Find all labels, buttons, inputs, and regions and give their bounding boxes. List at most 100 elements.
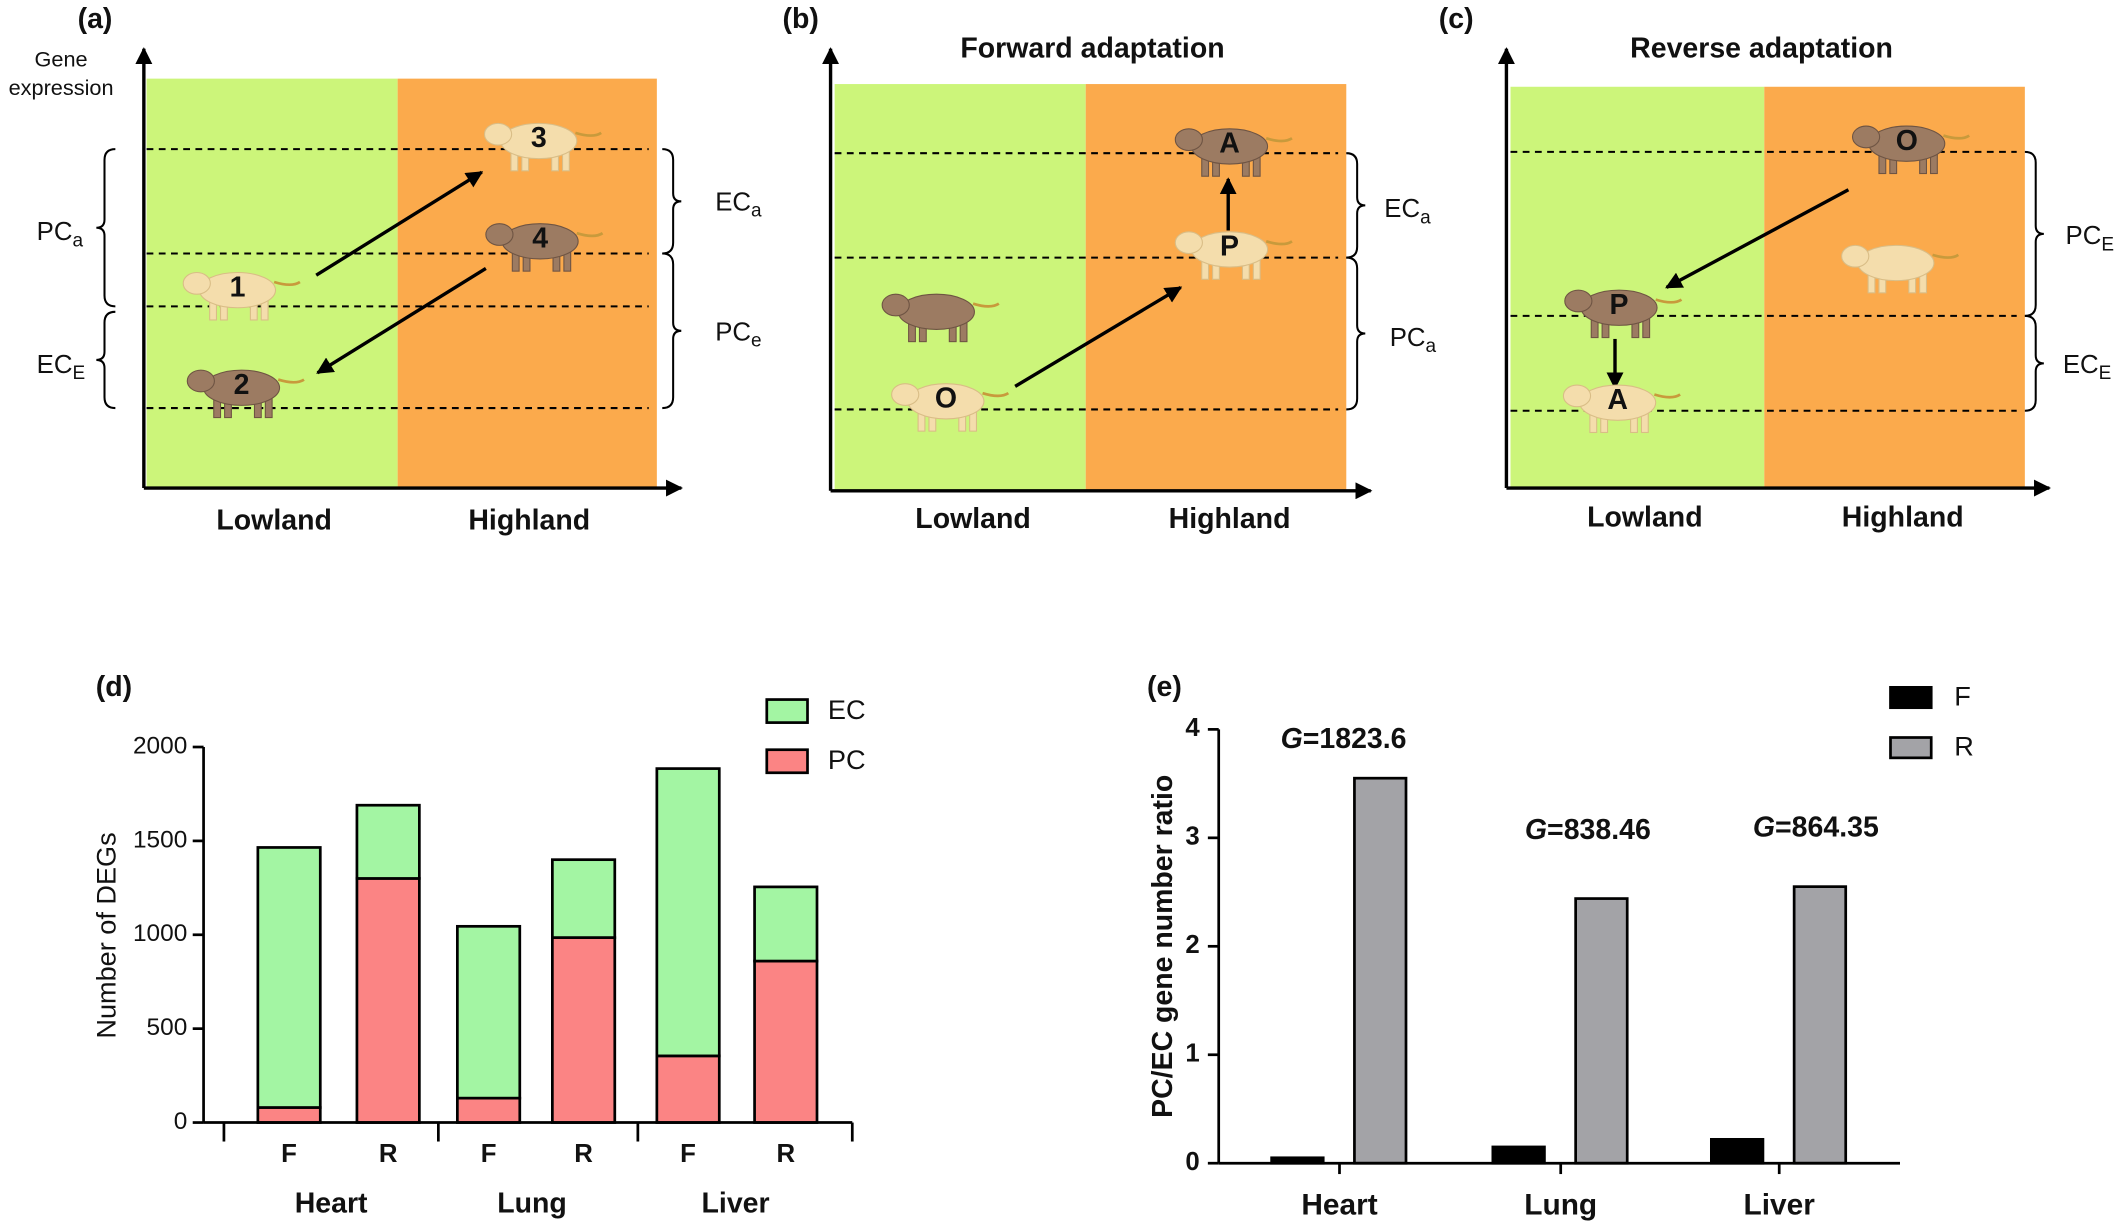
y-tick-label: 1 bbox=[1185, 1040, 1199, 1068]
x-label: Highland bbox=[1169, 503, 1291, 535]
cow-label: P bbox=[1610, 289, 1629, 321]
y-tick-label: 4 bbox=[1185, 714, 1200, 742]
panel-label: (b) bbox=[783, 3, 819, 35]
bracket-sub: E bbox=[2101, 234, 2114, 255]
cow-label: O bbox=[1896, 125, 1918, 157]
legend-label: PC bbox=[828, 744, 866, 775]
bracket-label: ECa bbox=[715, 188, 762, 221]
cow bbox=[1841, 244, 1960, 294]
annotation: G=1823.6 bbox=[1281, 723, 1407, 755]
group-label: Lung bbox=[497, 1188, 567, 1220]
bar bbox=[1574, 897, 1629, 1165]
cow-head bbox=[485, 223, 514, 246]
x-tick-label: F bbox=[281, 1140, 297, 1168]
cow-body bbox=[1857, 244, 1935, 282]
legend-swatch bbox=[1889, 736, 1933, 760]
brace bbox=[662, 148, 682, 255]
cow bbox=[186, 369, 305, 419]
cow-label: 2 bbox=[234, 369, 250, 401]
arrow bbox=[316, 266, 487, 375]
cow-tail bbox=[576, 231, 604, 238]
bracket-sub: a bbox=[1420, 207, 1431, 228]
cow-head bbox=[1841, 244, 1870, 268]
bar-segment bbox=[456, 924, 522, 1100]
y-axis-title: Number of DEGs bbox=[91, 832, 122, 1038]
cow-head bbox=[881, 293, 910, 317]
cow-label: P bbox=[1220, 231, 1239, 263]
cow-label: A bbox=[1607, 384, 1628, 416]
y-tick-label: 0 bbox=[174, 1108, 188, 1135]
brace bbox=[96, 310, 116, 410]
cow bbox=[1174, 128, 1293, 177]
x-tick-label: Liver bbox=[1744, 1188, 1816, 1221]
cow-head bbox=[1562, 384, 1592, 408]
brace bbox=[2024, 314, 2044, 412]
bracket-label: ECE bbox=[2063, 351, 2111, 384]
panel-label: (a) bbox=[78, 3, 113, 35]
bracket-main: PC bbox=[715, 318, 751, 346]
y-tick-label: 3 bbox=[1185, 823, 1199, 851]
bar-segment bbox=[655, 767, 721, 1058]
x-label: Lowland bbox=[216, 504, 332, 536]
legend-swatch bbox=[765, 698, 809, 724]
y-axis-label: Gene bbox=[35, 47, 88, 72]
y-axis-title: PC/EC gene number ratio bbox=[1147, 775, 1179, 1118]
group-label: Liver bbox=[702, 1188, 770, 1220]
cow-tail bbox=[972, 302, 1000, 308]
brace bbox=[96, 148, 116, 308]
cow bbox=[1562, 384, 1681, 434]
bracket-sub: E bbox=[2099, 363, 2112, 384]
cow-tail bbox=[1943, 134, 1970, 140]
bracket-sub: a bbox=[1426, 336, 1437, 357]
x-tick-label: Heart bbox=[1301, 1188, 1377, 1221]
y-tick-label: 0 bbox=[1185, 1148, 1199, 1176]
bracket-sub: E bbox=[72, 363, 85, 384]
cow-head bbox=[186, 369, 215, 393]
x-label: Highland bbox=[1842, 502, 1964, 534]
cow-tail bbox=[1265, 240, 1293, 246]
x-tick-label: R bbox=[776, 1140, 795, 1168]
bracket-label: PCa bbox=[37, 218, 84, 251]
cow-tail bbox=[1655, 298, 1683, 304]
cow-label: O bbox=[935, 382, 957, 414]
x-label: Lowland bbox=[1587, 502, 1703, 534]
cow-tail bbox=[1653, 393, 1681, 399]
bracket-sub: e bbox=[751, 331, 762, 352]
y-tick-label: 500 bbox=[147, 1014, 188, 1041]
cow-head bbox=[1174, 231, 1203, 255]
annotation: G=838.46 bbox=[1525, 814, 1651, 846]
bar bbox=[1710, 1137, 1765, 1165]
bracket-label: ECE bbox=[37, 351, 85, 384]
cow-label: A bbox=[1219, 128, 1240, 160]
brace bbox=[1346, 256, 1366, 411]
cow bbox=[485, 223, 604, 272]
cow-label: 3 bbox=[531, 122, 547, 154]
panel-title: Forward adaptation bbox=[960, 33, 1224, 65]
x-label: Lowland bbox=[915, 503, 1031, 535]
panel-label: (c) bbox=[1439, 3, 1474, 35]
cow-head bbox=[1851, 125, 1881, 149]
bar-segment bbox=[256, 846, 322, 1109]
panel-label: (d) bbox=[96, 671, 132, 703]
cow bbox=[1174, 231, 1293, 280]
legend-label: F bbox=[1954, 680, 1971, 711]
legend-label: R bbox=[1954, 731, 1974, 762]
bracket-main: EC bbox=[715, 188, 751, 216]
panel-title: Reverse adaptation bbox=[1630, 33, 1893, 65]
legend-swatch bbox=[765, 748, 809, 775]
y-axis-label: expression bbox=[9, 75, 114, 100]
bar bbox=[1491, 1145, 1546, 1165]
cow-tail bbox=[982, 391, 1010, 398]
cow-tail bbox=[1932, 253, 1960, 259]
brace bbox=[1346, 152, 1366, 259]
cow bbox=[891, 383, 1010, 432]
bar-segment bbox=[456, 1096, 522, 1124]
x-tick-label: F bbox=[481, 1140, 497, 1168]
cow-head bbox=[182, 271, 211, 295]
bracket-main: PC bbox=[2066, 222, 2102, 250]
arrow bbox=[315, 170, 484, 277]
bar bbox=[1792, 885, 1848, 1165]
arrow bbox=[1014, 285, 1183, 388]
